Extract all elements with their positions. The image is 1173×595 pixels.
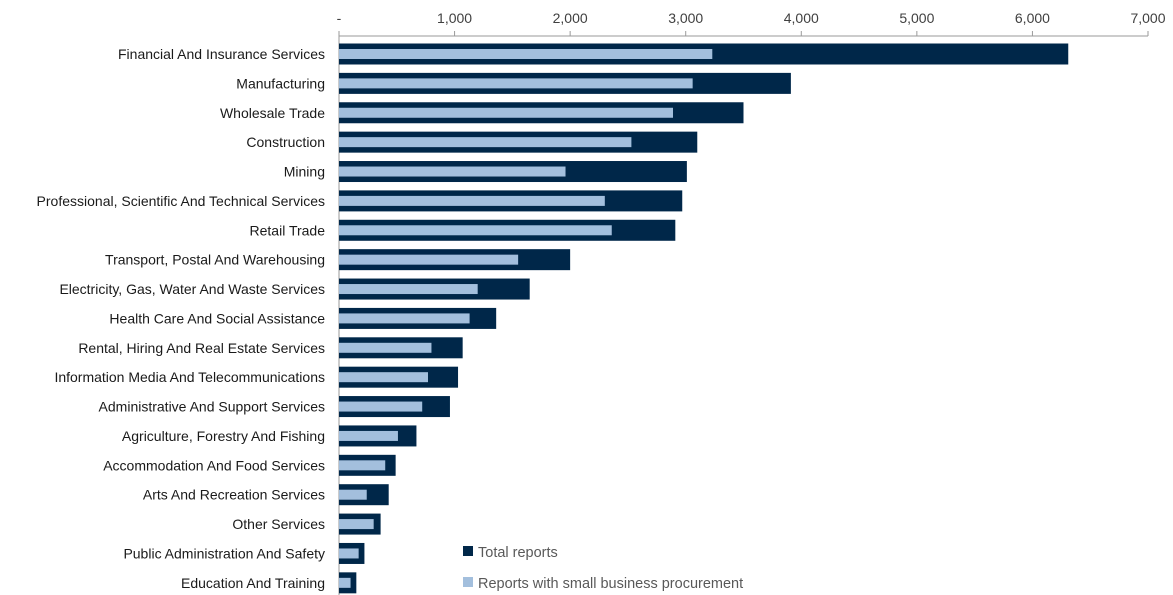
bar-small-business [339,401,423,412]
category-label: Financial And Insurance Services [118,46,325,62]
x-tick-label: 2,000 [553,10,588,26]
bar-small-business [339,137,632,148]
bar-small-business [339,78,693,89]
x-tick-label: 7,000 [1130,10,1165,26]
x-tick-label: 1,000 [437,10,472,26]
category-label: Rental, Hiring And Real Estate Services [78,340,325,356]
category-label: Construction [246,134,325,150]
category-label: Education And Training [181,575,325,591]
bar-small-business [339,166,566,177]
x-axis: - 1,000 2,000 3,000 4,000 5,000 6,000 7,000 [337,10,1166,595]
bar-small-business [339,489,367,500]
x-tick-label: 4,000 [784,10,819,26]
x-tick-label: 3,000 [668,10,703,26]
bar-small-business [339,313,470,324]
category-label: Agriculture, Forestry And Fishing [122,428,325,444]
category-label: Professional, Scientific And Technical S… [37,193,325,209]
category-label: Administrative And Support Services [99,399,325,415]
legend-label-total: Total reports [478,545,558,561]
x-tick-label: 6,000 [1015,10,1050,26]
category-label: Information Media And Telecommunications [54,369,325,385]
bar-small-business [339,372,428,383]
category-label: Other Services [232,516,325,532]
legend: Total reports Reports with small busines… [463,545,743,592]
category-label: Manufacturing [236,75,325,91]
category-label: Accommodation And Food Services [103,457,325,473]
category-labels: Financial And Insurance Services Manufact… [37,46,326,591]
bar-small-business [339,460,386,471]
bar-small-business [339,254,519,265]
legend-swatch-total [463,546,473,556]
legend-label-small-business: Reports with small business procurement [478,576,743,592]
category-label: Public Administration And Safety [123,545,325,561]
bar-small-business [339,225,612,236]
bar-small-business [339,342,432,353]
bars [339,43,1069,594]
bar-small-business [339,195,605,206]
x-tick-label: 5,000 [899,10,934,26]
bar-small-business [339,107,674,118]
bar-small-business [339,548,359,559]
bar-small-business [339,284,478,295]
bar-small-business [339,49,713,59]
category-label: Arts And Recreation Services [143,487,325,503]
x-tick-label: - [337,10,342,26]
category-label: Wholesale Trade [220,105,325,121]
category-label: Transport, Postal And Warehousing [105,252,325,268]
legend-swatch-small-business [463,577,473,587]
bar-small-business [339,519,374,530]
category-label: Retail Trade [250,222,326,238]
category-label: Electricity, Gas, Water And Waste Servic… [59,281,325,297]
bar-small-business [339,430,398,441]
category-label: Mining [284,164,325,180]
bar-small-business [339,577,351,588]
category-label: Health Care And Social Assistance [109,310,325,326]
